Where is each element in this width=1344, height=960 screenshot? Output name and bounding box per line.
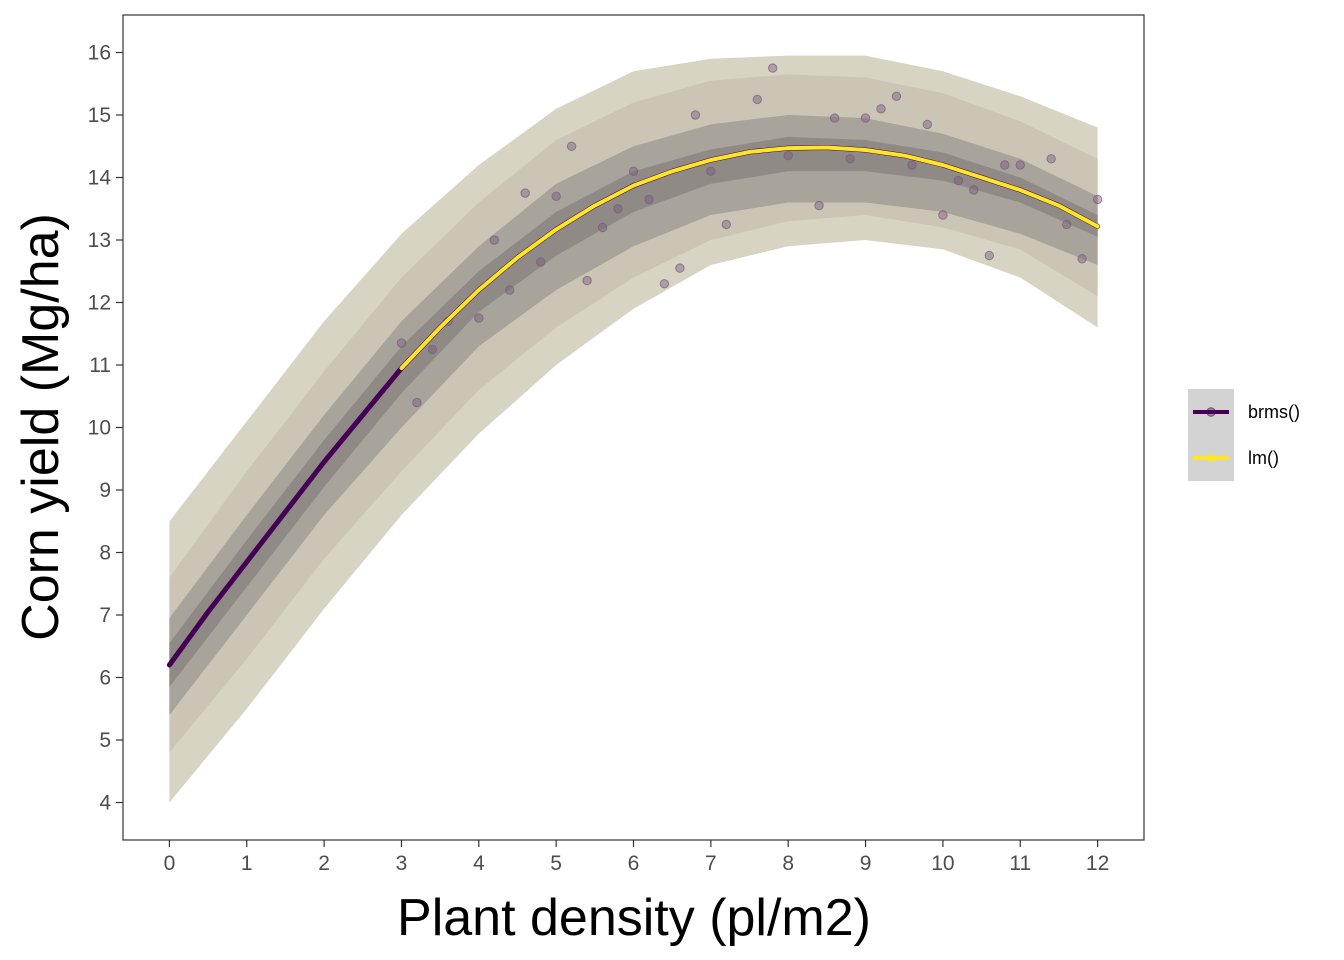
data-point (1046, 154, 1056, 164)
data-point (1092, 194, 1103, 205)
y-tick-label: 14 (88, 167, 112, 190)
y-tick-label: 7 (99, 604, 111, 627)
data-point (675, 263, 685, 273)
data-point (566, 141, 577, 152)
y-tick-label: 10 (88, 417, 111, 440)
y-axis: 4 5 6 7 8 9 10 11 12 13 14 15 16 (88, 42, 123, 815)
data-point (412, 397, 422, 408)
data-point (907, 160, 917, 170)
data-point (706, 166, 716, 177)
x-tick-label: 12 (1086, 852, 1109, 875)
data-point (969, 185, 979, 195)
data-point (520, 188, 530, 198)
legend-key-point (1206, 453, 1216, 463)
x-tick-label: 11 (1009, 852, 1031, 875)
y-tick-label: 11 (89, 354, 111, 377)
data-point (536, 257, 546, 267)
data-point (1062, 219, 1072, 230)
x-tick-label: 3 (396, 852, 408, 875)
data-point (768, 63, 778, 73)
data-point (876, 104, 886, 114)
credible-band-4 (169, 136, 1098, 687)
x-tick-label: 6 (628, 852, 640, 875)
data-point (396, 338, 407, 348)
x-tick-label: 8 (782, 852, 794, 875)
data-point (1000, 160, 1010, 170)
y-tick-label: 4 (99, 792, 111, 815)
x-tick-label: 7 (705, 852, 717, 875)
legend-key-point (1206, 407, 1216, 417)
data-point (644, 194, 654, 205)
data-point (551, 191, 561, 202)
legend-label: lm() (1248, 448, 1279, 468)
data-point (474, 313, 484, 323)
data-point (505, 285, 515, 295)
y-tick-label: 12 (88, 292, 111, 315)
legend: brms() lm() (1188, 389, 1300, 481)
x-tick-label: 9 (860, 852, 872, 875)
x-tick-label: 2 (318, 852, 330, 875)
data-point (860, 113, 871, 123)
data-point (814, 200, 824, 211)
observed-points (396, 63, 1103, 408)
x-tick-label: 10 (931, 852, 954, 875)
fitted-lines (166, 145, 1101, 668)
data-point (721, 219, 731, 230)
data-point (690, 110, 701, 120)
x-axis: 0 1 2 3 4 5 6 7 8 9 10 11 12 (164, 840, 1109, 875)
x-axis-title: Plant density (pl/m2) (397, 889, 871, 947)
y-tick-label: 13 (88, 229, 111, 252)
data-point (922, 119, 933, 130)
data-point (597, 222, 608, 233)
data-point (582, 275, 592, 286)
x-tick-label: 1 (241, 852, 253, 875)
legend-label: brms() (1248, 402, 1300, 422)
data-point (659, 279, 670, 289)
data-point (1077, 254, 1087, 264)
x-tick-label: 0 (164, 852, 176, 875)
data-point (1015, 160, 1025, 170)
series-line-lm (399, 145, 1100, 371)
data-point (984, 250, 994, 261)
y-tick-label: 16 (88, 42, 111, 65)
y-tick-label: 8 (99, 542, 111, 565)
data-point (752, 94, 762, 105)
data-point (953, 175, 964, 186)
y-tick-label: 9 (99, 479, 111, 502)
data-point (613, 204, 623, 214)
data-point (845, 154, 855, 164)
uncertainty-bands (169, 55, 1098, 803)
y-tick-label: 6 (99, 667, 111, 690)
data-point (427, 344, 438, 355)
data-point (489, 235, 499, 245)
data-point (783, 150, 793, 161)
credible-band-1 (169, 55, 1098, 803)
y-tick-label: 5 (99, 729, 111, 752)
data-point (628, 166, 639, 177)
x-tick-label: 5 (550, 852, 562, 875)
data-point (891, 91, 902, 102)
data-point (829, 113, 840, 123)
y-tick-label: 15 (88, 104, 111, 127)
x-tick-label: 4 (473, 852, 485, 875)
data-point (938, 210, 948, 220)
y-axis-title: Corn yield (Mg/ha) (12, 213, 70, 641)
